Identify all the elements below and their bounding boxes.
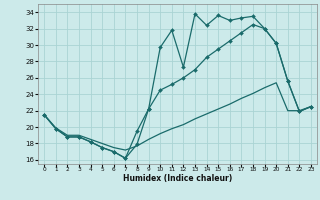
X-axis label: Humidex (Indice chaleur): Humidex (Indice chaleur) [123,174,232,183]
